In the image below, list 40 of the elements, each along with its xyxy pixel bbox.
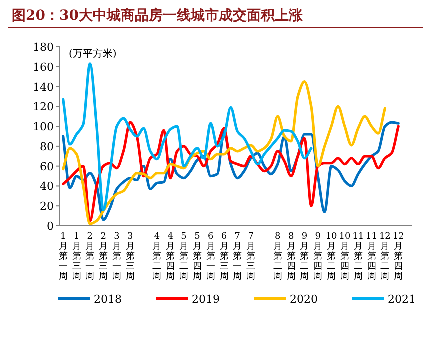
legend-label: 2021 — [388, 293, 416, 306]
x-tick-label: 12月第四周 — [392, 232, 404, 282]
title: 图20：30大中城商品房一线城市成交面积上涨 — [12, 8, 303, 24]
legend-label: 2019 — [192, 293, 220, 306]
y-tick-label: 160 — [33, 60, 54, 74]
x-tick-label: 3月第一周 — [112, 232, 122, 282]
x-tick-label: 4月第二周 — [152, 232, 162, 282]
y-tick-label: 100 — [33, 120, 54, 134]
x-tick-label: 9月第二周 — [300, 232, 310, 282]
y-tick-label: 80 — [40, 140, 54, 154]
x-tick-label: 9月第四周 — [314, 232, 323, 282]
y-tick-label: 60 — [40, 160, 54, 174]
x-tick-label: 6月第一周 — [206, 232, 216, 282]
x-tick-label: 8月第四周 — [286, 232, 296, 282]
x-tick-label: 5月第四周 — [192, 232, 202, 282]
y-tick-label: 120 — [33, 100, 54, 114]
x-tick-label: 1月第三周 — [72, 232, 82, 282]
y-axis-title: (万平方米) — [69, 48, 117, 60]
x-tick-label: 1月第一周 — [58, 232, 68, 282]
x-tick-label: 10月第四周 — [339, 232, 351, 282]
legend-label: 2020 — [290, 293, 318, 306]
y-tick-label: 20 — [40, 200, 54, 214]
x-tick-label: 7月第三周 — [246, 232, 256, 282]
x-tick-label: 7月第一周 — [233, 232, 242, 282]
x-tick-label: 2月第三周 — [99, 232, 108, 282]
x-tick-label: 11月第四周 — [366, 232, 378, 282]
y-tick-label: 140 — [33, 80, 54, 94]
legend-label: 2018 — [94, 293, 122, 306]
x-tick-label: 5月第二周 — [180, 232, 189, 282]
y-tick-label: 0 — [47, 220, 54, 233]
x-tick-label: 10月第二周 — [326, 232, 338, 282]
x-tick-label: 8月第二周 — [273, 232, 282, 282]
x-tick-label: 6月第三周 — [220, 232, 229, 282]
y-tick-label: 180 — [33, 41, 54, 54]
x-tick-label: 2月第一周 — [86, 232, 95, 282]
x-tick-label: 4月第四周 — [166, 232, 176, 282]
y-tick-label: 40 — [40, 180, 54, 194]
x-tick-label: 12月第二周 — [379, 232, 391, 282]
x-tick-label: 3月第三周 — [126, 232, 135, 282]
x-tick-label: 11月第二周 — [352, 232, 364, 282]
